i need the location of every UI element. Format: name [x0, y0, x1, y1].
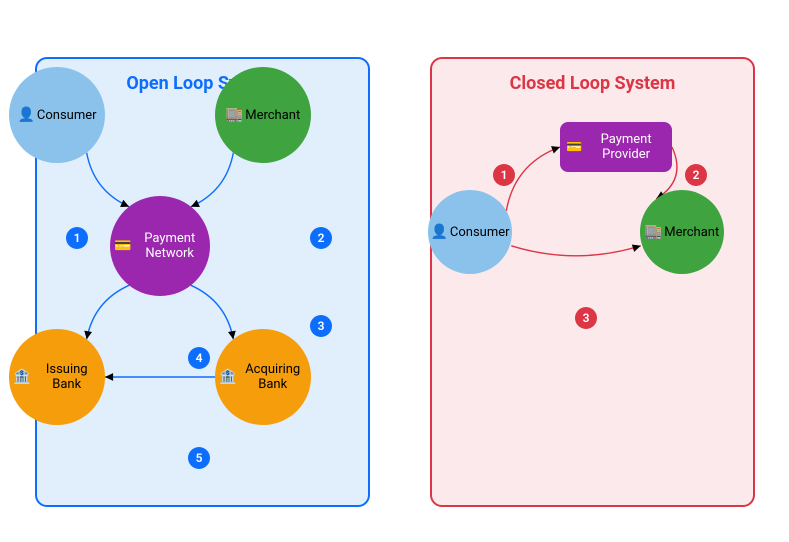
open-consumer-node: 👤Consumer [9, 67, 105, 163]
open-acquiring-node: 🏦Acquiring Bank [215, 329, 311, 425]
closed-merchant-icon: 🏬 [645, 225, 662, 239]
closed-loop-panel: Closed Loop System 👤Consumer 🏬Merchant 💳 Pa… [430, 57, 755, 507]
closed-provider-node: 💳 Payment Provider [560, 122, 672, 172]
closed-provider-label: Payment Provider [586, 132, 666, 162]
open-consumer-icon: 👤 [17, 108, 34, 122]
closed-consumer-icon: 👤 [430, 225, 447, 239]
open-issuing-node: 🏦Issuing Bank [9, 329, 105, 425]
open-step-badge-2: 2 [310, 227, 332, 249]
closed-step-badge-3: 3 [575, 307, 597, 329]
closed-merchant-label: Merchant [664, 225, 719, 240]
open-acquiring-label: Acquiring Bank [238, 362, 307, 392]
closed-provider-icon: 💳 [566, 140, 582, 155]
closed-step-badge-1: 1 [493, 164, 515, 186]
open-issuing-label: Issuing Bank [32, 362, 101, 392]
closed-consumer-node: 👤Consumer [428, 190, 512, 274]
open-loop-panel: Open Loop System 👤Consumer🏬Merchant💳Paym… [35, 57, 370, 507]
open-step-badge-4: 4 [188, 347, 210, 369]
open-merchant-label: Merchant [245, 108, 300, 123]
open-network-label: Payment Network [133, 231, 206, 261]
open-issuing-icon: 🏦 [13, 370, 30, 384]
open-consumer-label: Consumer [37, 108, 97, 123]
open-step-badge-3: 3 [310, 315, 332, 337]
open-step-badge-1: 1 [66, 227, 88, 249]
open-network-icon: 💳 [114, 239, 131, 253]
open-acquiring-icon: 🏦 [219, 370, 236, 384]
closed-consumer-label: Consumer [450, 225, 510, 240]
open-step-badge-5: 5 [188, 447, 210, 469]
open-network-node: 💳Payment Network [110, 196, 210, 296]
closed-loop-title: Closed Loop System [432, 59, 753, 94]
open-merchant-node: 🏬Merchant [215, 67, 311, 163]
closed-merchant-node: 🏬Merchant [640, 190, 724, 274]
closed-step-badge-2: 2 [685, 164, 707, 186]
open-merchant-icon: 🏬 [226, 108, 243, 122]
